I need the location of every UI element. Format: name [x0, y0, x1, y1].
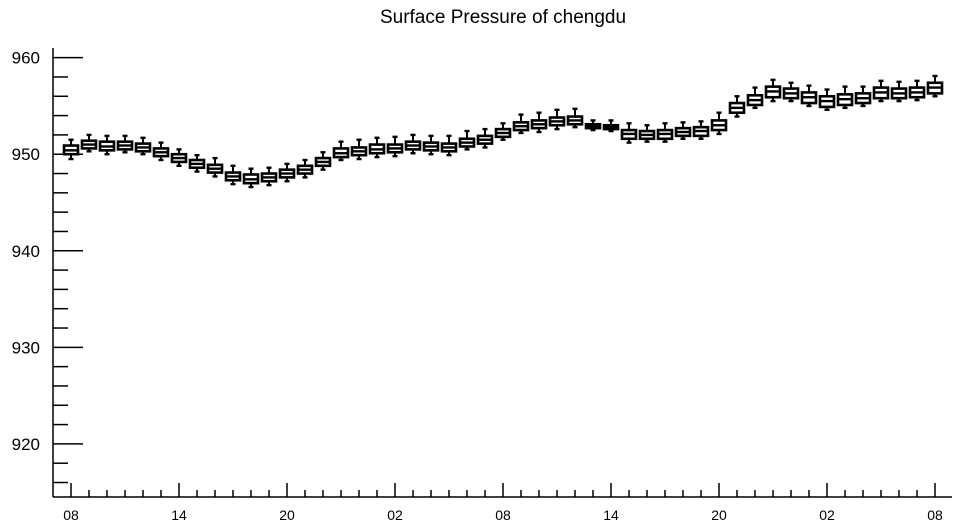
- box-item: [728, 95, 746, 118]
- box-item: [548, 108, 566, 131]
- box-item: [602, 119, 620, 133]
- box-item: [458, 129, 476, 151]
- box-item: [80, 133, 98, 153]
- box-item: [206, 156, 224, 178]
- box-item: [872, 79, 890, 103]
- y-tick-label: 920: [12, 435, 40, 454]
- box-item: [260, 166, 278, 187]
- box-item: [62, 138, 80, 161]
- box-item: [674, 121, 692, 140]
- box-item: [368, 136, 386, 159]
- axes: [52, 48, 952, 498]
- box-item: [476, 127, 494, 149]
- box-item: [764, 78, 782, 103]
- box-item: [836, 85, 854, 110]
- x-tick-label: 08: [495, 507, 511, 523]
- box-item: [818, 88, 836, 111]
- box-item: [440, 134, 458, 157]
- box-item: [170, 148, 188, 168]
- box-item: [620, 122, 638, 144]
- x-tick-label: 02: [387, 507, 403, 523]
- box-item: [530, 111, 548, 134]
- x-tick-label: 14: [603, 507, 619, 523]
- box-item: [332, 140, 350, 162]
- box-item: [890, 80, 908, 103]
- box-item: [692, 120, 710, 140]
- box-item: [926, 74, 944, 98]
- box-item: [638, 124, 656, 143]
- y-tick-label: 950: [12, 145, 40, 164]
- box-item: [908, 79, 926, 102]
- box-item: [800, 84, 818, 108]
- box-item: [188, 153, 206, 173]
- box-item: [656, 122, 674, 143]
- y-tick-label: 940: [12, 242, 40, 261]
- box-item: [242, 167, 260, 189]
- box-item: [782, 81, 800, 103]
- x-tick-label: 20: [279, 507, 295, 523]
- box-item: [152, 141, 170, 162]
- box-item: [116, 134, 134, 154]
- box-item: [350, 138, 368, 161]
- x-axis-ticks: 08 14 20 02 08 14 20 02 08: [63, 483, 943, 523]
- x-tick-label: 20: [711, 507, 727, 523]
- box-item: [404, 133, 422, 155]
- box-item: [584, 119, 602, 132]
- y-tick-label: 930: [12, 338, 40, 357]
- box-item: [134, 136, 152, 156]
- x-tick-label: 08: [63, 507, 79, 523]
- box-item: [314, 151, 332, 171]
- x-tick-label: 14: [171, 507, 187, 523]
- box-item: [224, 164, 242, 186]
- box-item: [854, 85, 872, 108]
- x-tick-label: 02: [819, 507, 835, 523]
- box-item: [746, 86, 764, 110]
- box-item: [494, 122, 512, 141]
- box-item: [296, 158, 314, 179]
- y-axis-ticks: 920 930 940 950 960: [12, 49, 83, 484]
- y-tick-label: 960: [12, 49, 40, 68]
- box-item: [386, 135, 404, 158]
- box-item: [278, 162, 296, 183]
- box-item: [512, 113, 530, 135]
- box-item: [422, 134, 440, 156]
- box-item: [98, 134, 116, 156]
- x-tick-label: 08: [927, 507, 943, 523]
- box-item: [566, 107, 584, 129]
- chart-title: Surface Pressure of chengdu: [380, 7, 626, 28]
- box-item: [710, 111, 728, 136]
- box-plot-series: [62, 74, 944, 189]
